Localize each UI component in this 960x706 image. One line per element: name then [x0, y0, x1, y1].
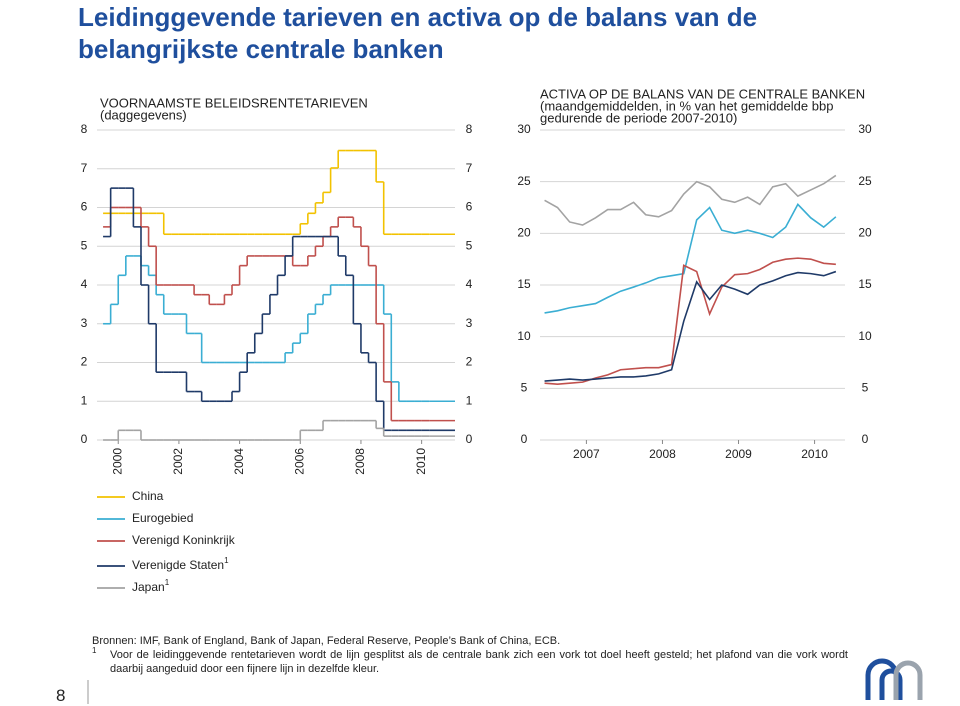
y-tick-label: 15	[858, 277, 872, 291]
y-tick-label: 4	[466, 277, 473, 291]
y-tick-label: 0	[81, 432, 88, 446]
y-tick-label: 30	[858, 122, 872, 136]
title-line: belangrijkste centrale banken	[78, 34, 444, 64]
x-tick-label: 2010	[414, 448, 428, 475]
legend-name: Verenigde Staten	[132, 558, 224, 572]
series-line	[544, 174, 837, 226]
legend-name: China	[132, 489, 164, 503]
x-tick-label: 2009	[725, 447, 752, 461]
x-tick-label: 2008	[353, 448, 367, 475]
legend-name: Eurogebied	[132, 511, 193, 525]
x-tick-label: 2010	[801, 447, 828, 461]
x-tick-label: 2002	[171, 448, 185, 475]
step-riser	[109, 188, 385, 431]
y-tick-label: 5	[521, 381, 528, 395]
x-tick-label: 2004	[232, 448, 246, 475]
y-tick-label: 10	[858, 329, 872, 343]
legend-footnote-ref: 1	[224, 556, 229, 565]
y-tick-label: 30	[517, 122, 531, 136]
y-tick-label: 5	[466, 238, 473, 252]
logo	[865, 658, 923, 700]
y-tick-label: 6	[81, 200, 88, 214]
page-number: 8	[56, 686, 66, 705]
y-tick-label: 5	[862, 381, 869, 395]
y-tick-label: 7	[81, 161, 88, 175]
y-tick-label: 20	[858, 226, 872, 240]
y-tick-label: 1	[81, 393, 88, 407]
footnote-text: Voor de leidinggevende rentetarieven wor…	[110, 649, 848, 675]
x-tick-label: 2007	[573, 447, 600, 461]
y-tick-label: 6	[466, 200, 473, 214]
chart-subtitle: gedurende de periode 2007-2010)	[540, 110, 737, 125]
x-tick-label: 2006	[292, 448, 306, 475]
legend-label: Verenigd Koninkrijk	[132, 533, 236, 547]
logo-arch	[893, 660, 923, 700]
y-tick-label: 0	[521, 432, 528, 446]
y-tick-label: 3	[81, 316, 88, 330]
y-tick-label: 25	[858, 174, 872, 188]
y-tick-label: 5	[81, 238, 88, 252]
step-riser	[117, 420, 385, 440]
legend-footnote-ref: 1	[165, 578, 170, 587]
series-line	[544, 270, 837, 382]
y-tick-label: 2	[466, 355, 473, 369]
chart-title: ACTIVA OP DE BALANS VAN DE CENTRALE BANK…	[540, 86, 865, 101]
footnote-marker: 1	[92, 646, 97, 655]
series-line	[544, 203, 837, 314]
legend-label: Eurogebied	[132, 511, 193, 525]
y-tick-label: 1	[466, 393, 473, 407]
y-tick-label: 15	[517, 277, 531, 291]
y-tick-label: 25	[517, 174, 531, 188]
chart-subtitle: (daggegevens)	[100, 107, 187, 122]
y-tick-label: 3	[466, 316, 473, 330]
legend-name: Verenigd Koninkrijk	[132, 533, 236, 547]
legend-name: Japan	[132, 580, 165, 594]
y-tick-label: 8	[81, 122, 88, 136]
step-riser	[162, 150, 385, 235]
chart-title: VOORNAAMSTE BELEIDSRENTETARIEVEN	[100, 95, 368, 110]
x-tick-label: 2008	[649, 447, 676, 461]
page-title: Leidinggevende tarieven en activa op de …	[78, 1, 757, 65]
y-tick-label: 2	[81, 355, 88, 369]
step-riser	[109, 255, 400, 402]
series-line	[544, 257, 836, 386]
legend-label: Verenigde Staten1	[132, 556, 229, 572]
y-tick-label: 0	[862, 432, 869, 446]
sources: Bronnen: IMF, Bank of England, Bank of J…	[92, 635, 561, 647]
chart-subtitle: (maandgemiddelden, in % van het gemiddel…	[540, 98, 833, 113]
y-tick-label: 4	[81, 277, 88, 291]
legend-label: China	[132, 489, 164, 503]
title-line: Leidinggevende tarieven en activa op de …	[78, 2, 758, 32]
y-tick-label: 20	[517, 226, 531, 240]
y-tick-label: 7	[466, 161, 473, 175]
x-tick-label: 2000	[110, 448, 124, 475]
logo-arch	[879, 668, 903, 700]
y-tick-label: 10	[517, 329, 531, 343]
y-tick-label: 8	[466, 122, 473, 136]
y-tick-label: 0	[466, 432, 473, 446]
legend-label: Japan1	[132, 578, 170, 594]
